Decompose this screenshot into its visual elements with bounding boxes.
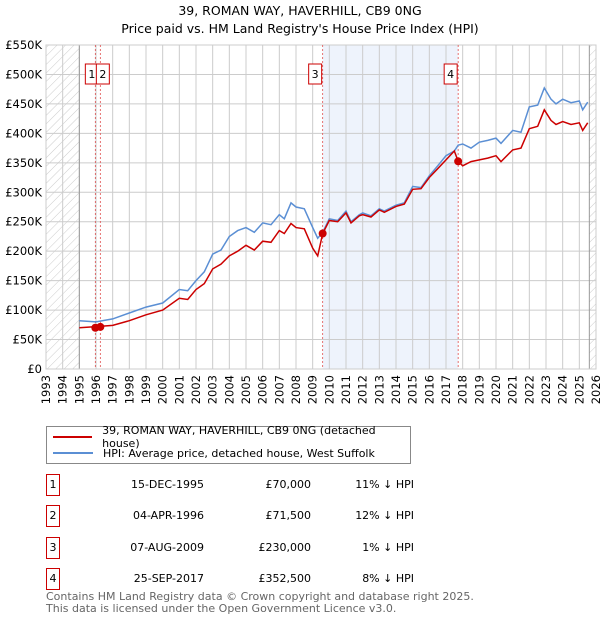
sale-label-number: 4 — [447, 68, 454, 81]
sale-point — [96, 322, 105, 331]
x-tick-label: 2017 — [439, 375, 453, 404]
sale-row: 4 25-SEP-2017 £352,500 8% ↓ HPI — [46, 568, 446, 590]
x-tick-label: 2007 — [272, 375, 286, 404]
x-tick-label: 2023 — [539, 375, 553, 404]
x-tick-label: 2011 — [339, 375, 353, 404]
y-tick-label: £100K — [5, 303, 42, 317]
legend-item-property: 39, ROMAN WAY, HAVERHILL, CB9 0NG (detac… — [53, 424, 410, 450]
x-tick-label: 2005 — [239, 375, 253, 404]
y-tick-label: £450K — [5, 97, 42, 111]
sale-number: 1 — [46, 474, 60, 496]
y-tick-label: £50K — [13, 333, 43, 347]
x-tick-label: 2018 — [456, 375, 470, 404]
x-tick-label: 1993 — [39, 375, 53, 404]
chart-subtitle: Price paid vs. HM Land Registry's House … — [121, 21, 479, 36]
x-tick-label: 2013 — [372, 375, 386, 404]
plot-area — [46, 45, 596, 369]
y-tick-label: £500K — [5, 67, 42, 81]
sale-date: 25-SEP-2017 — [133, 572, 204, 585]
legend-line-red — [53, 436, 93, 438]
y-tick-label: £0 — [27, 362, 42, 376]
x-tick-label: 2001 — [172, 375, 186, 404]
sale-price: £352,500 — [258, 572, 312, 585]
sale-label-rect — [443, 63, 458, 85]
legend-line-blue — [53, 452, 93, 454]
y-tick-label: £550K — [5, 38, 42, 52]
x-tick-label: 2024 — [556, 375, 570, 404]
x-tick-label: 2015 — [406, 375, 420, 404]
x-tick-label: 2012 — [356, 375, 370, 404]
y-tick-label: £200K — [5, 244, 42, 258]
x-tick-label: 2010 — [322, 375, 336, 404]
legend-label: HPI: Average price, detached house, West… — [103, 446, 375, 460]
sale-label-rect — [308, 63, 323, 85]
x-tick-label: 1999 — [139, 375, 153, 404]
x-tick-label: 2025 — [572, 375, 586, 404]
hatched-region — [589, 45, 596, 369]
y-tick-label: £350K — [5, 156, 42, 170]
sale-point — [318, 229, 327, 238]
sale-row: 3 07-AUG-2009 £230,000 1% ↓ HPI — [46, 537, 446, 559]
sale-hpi-diff: 8% ↓ HPI — [362, 572, 414, 585]
series-line — [79, 86, 589, 323]
x-tick-label: 2004 — [222, 375, 236, 404]
y-tick-label: £250K — [5, 215, 42, 229]
x-tick-label: 2016 — [422, 375, 436, 404]
x-tick-label: 2022 — [522, 375, 536, 404]
x-tick-label: 1998 — [122, 375, 136, 404]
sale-row: 2 04-APR-1996 £71,500 12% ↓ HPI — [46, 505, 446, 527]
x-tick-label: 1994 — [56, 375, 70, 404]
sale-point — [454, 157, 463, 166]
x-tick-label: 1996 — [89, 375, 103, 404]
x-tick-label: 2019 — [472, 375, 486, 404]
x-tick-label: 2006 — [256, 375, 270, 404]
sale-number: 3 — [46, 537, 60, 559]
legend-label: 39, ROMAN WAY, HAVERHILL, CB9 0NG (detac… — [102, 424, 376, 450]
x-tick-label: 1997 — [106, 375, 120, 404]
footer-copyright: Contains HM Land Registry data © Crown c… — [46, 590, 474, 603]
sale-date: 15-DEC-1995 — [130, 478, 204, 491]
x-tick-label: 2002 — [189, 375, 203, 404]
legend-item-hpi: HPI: Average price, detached house, West… — [53, 445, 375, 461]
sale-hpi-diff: 12% ↓ HPI — [355, 509, 414, 522]
sale-label-number: 3 — [312, 68, 319, 81]
x-tick-label: 2000 — [156, 375, 170, 404]
x-tick-label: 2014 — [389, 375, 403, 404]
plot-border — [45, 44, 597, 370]
shaded-region — [322, 45, 459, 369]
sale-row: 1 15-DEC-1995 £70,000 11% ↓ HPI — [46, 474, 446, 496]
y-tick-label: £400K — [5, 126, 42, 140]
x-tick-label: 2003 — [206, 375, 220, 404]
sale-price: £71,500 — [265, 509, 312, 522]
footer-licence: This data is licensed under the Open Gov… — [46, 602, 397, 615]
sale-hpi-diff: 1% ↓ HPI — [362, 541, 414, 554]
x-tick-label: 2021 — [506, 375, 520, 404]
y-tick-label: £150K — [5, 274, 42, 288]
x-tick-label: 2026 — [589, 375, 600, 404]
sale-date: 04-APR-1996 — [132, 509, 204, 522]
sale-label-box: 3 — [308, 63, 323, 85]
legend: 39, ROMAN WAY, HAVERHILL, CB9 0NG (detac… — [46, 424, 411, 464]
x-tick-label: 2020 — [489, 375, 503, 404]
chart-title: 39, ROMAN WAY, HAVERHILL, CB9 0NG — [178, 3, 422, 18]
series-line — [79, 108, 589, 329]
sale-hpi-diff: 11% ↓ HPI — [355, 478, 414, 491]
x-tick-label: 2009 — [306, 375, 320, 404]
sale-number: 4 — [46, 568, 60, 590]
sale-label-number: 2 — [99, 68, 106, 81]
sale-price: £230,000 — [258, 541, 312, 554]
x-tick-label: 2008 — [289, 375, 303, 404]
x-tick-label: 1995 — [72, 375, 86, 404]
y-tick-label: £300K — [5, 185, 42, 199]
sale-price: £70,000 — [265, 478, 312, 491]
sale-label-rect — [95, 63, 110, 85]
sale-label-number: 1 — [88, 68, 95, 81]
sale-number: 2 — [46, 505, 60, 527]
sale-label-box: 2 — [95, 63, 110, 85]
price-chart: 1993 1994 1995 1996 1997 1998 1999 2000 2001 2002… — [5, 38, 600, 404]
sale-label-box: 4 — [443, 63, 458, 85]
sale-date: 07-AUG-2009 — [130, 541, 204, 554]
